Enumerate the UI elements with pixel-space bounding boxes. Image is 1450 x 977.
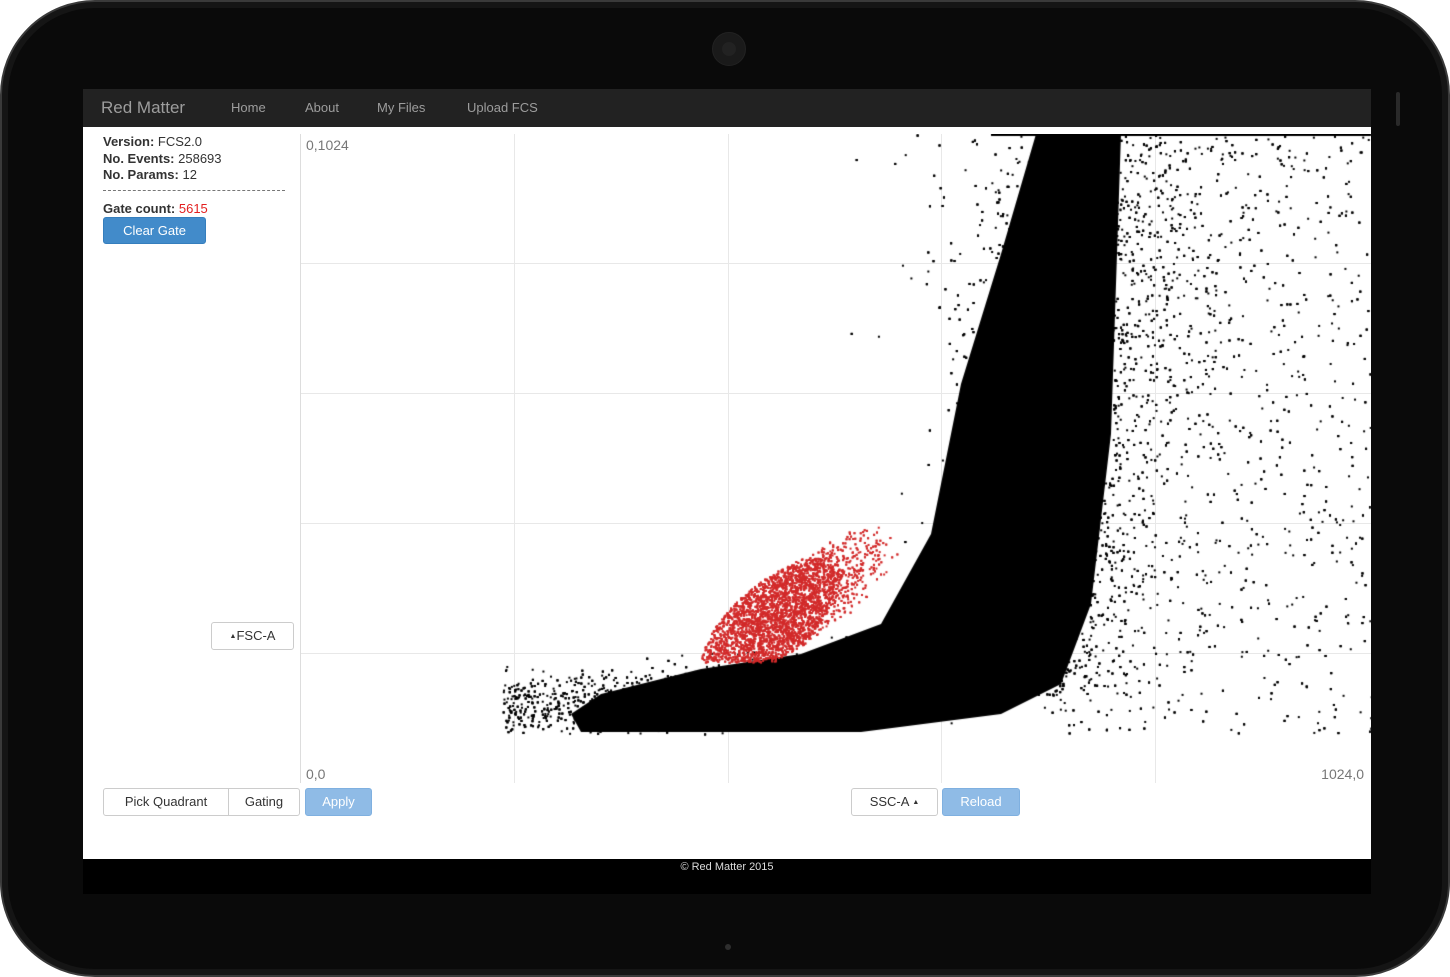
version-row: Version: FCS2.0 — [103, 134, 222, 151]
top-left-label: 0,1024 — [306, 137, 349, 153]
clear-gate-button[interactable]: Clear Gate — [103, 217, 206, 244]
origin-label: 0,0 — [306, 766, 326, 782]
y-axis-select[interactable]: ▲FSC-A — [211, 622, 294, 650]
nav-my-files[interactable]: My Files — [377, 100, 426, 115]
nav-about[interactable]: About — [305, 100, 339, 115]
params-label: No. Params: — [103, 167, 179, 182]
gating-button[interactable]: Gating — [228, 788, 300, 816]
params-row: No. Params: 12 — [103, 167, 222, 184]
pick-quadrant-button[interactable]: Pick Quadrant — [103, 788, 229, 816]
version-value: FCS2.0 — [157, 134, 202, 149]
apply-button[interactable]: Apply — [305, 788, 372, 816]
y-axis-select-label: FSC-A — [236, 628, 276, 643]
camera-icon — [712, 32, 746, 66]
version-label: Version: — [103, 134, 155, 149]
gate-count-label: Gate count: — [103, 201, 176, 216]
events-row: No. Events: 258693 — [103, 151, 222, 168]
file-info: Version: FCS2.0 No. Events: 258693 No. P… — [103, 134, 222, 184]
nav-upload-fcs[interactable]: Upload FCS — [467, 100, 538, 115]
x-axis-select-label: SSC-A — [869, 794, 909, 809]
app-screen: Red Matter Home About My Files Upload FC… — [83, 89, 1371, 894]
navbar: Red Matter Home About My Files Upload FC… — [83, 89, 1371, 127]
nav-home[interactable]: Home — [231, 100, 266, 115]
events-value: 258693 — [178, 150, 222, 166]
reload-button[interactable]: Reload — [942, 788, 1020, 816]
gate-count: Gate count: 5615 — [103, 201, 208, 216]
brand-link[interactable]: Red Matter — [101, 98, 186, 117]
x-axis-select[interactable]: SSC-A ▲ — [851, 788, 938, 816]
scatter-plot[interactable]: 0,1024 0,0 1024,0 — [300, 134, 1371, 783]
side-button — [1396, 92, 1400, 126]
bottom-right-label: 1024,0 — [1321, 766, 1364, 782]
params-value: 12 — [182, 167, 197, 182]
footer: © Red Matter 2015 — [83, 859, 1371, 894]
gate-count-value: 5615 — [178, 201, 208, 216]
divider — [103, 190, 285, 191]
home-indicator — [725, 944, 731, 950]
scatter-canvas[interactable] — [301, 134, 1371, 783]
events-label: No. Events: — [103, 150, 175, 166]
